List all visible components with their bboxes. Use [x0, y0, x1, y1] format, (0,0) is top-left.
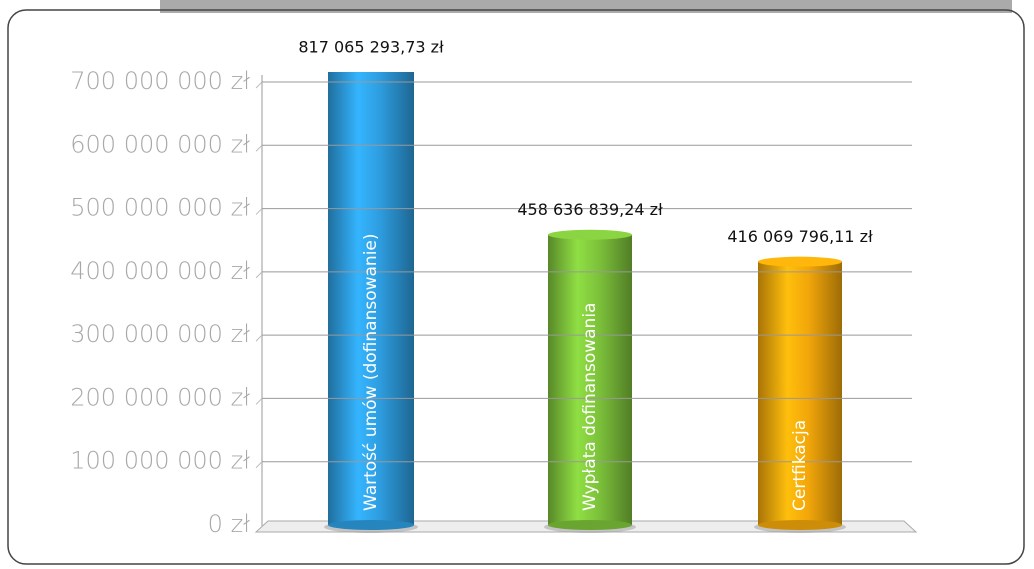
y-tick-label: 600 000 000 zł — [70, 130, 250, 158]
frame — [7, 9, 1025, 565]
y-tick-label: 200 000 000 zł — [70, 383, 250, 411]
y-tick-label: 300 000 000 zł — [70, 320, 250, 348]
y-tick-label: 0 zł — [208, 510, 250, 538]
bar-base — [548, 520, 632, 530]
value-label: 817 065 293,73 zł — [298, 38, 444, 57]
category-label: Certfikacja — [790, 420, 810, 511]
bar-base — [328, 520, 414, 530]
header-bar — [160, 0, 1012, 13]
category-label: Wypłata dofinansowania — [580, 303, 600, 511]
category-label: Wartość umów (dofinansowanie) — [361, 233, 381, 511]
y-tick-label: 700 000 000 zł — [70, 67, 250, 95]
bar-top — [548, 229, 632, 240]
y-tick-label: 100 000 000 zł — [70, 447, 250, 475]
bar — [758, 261, 842, 525]
bar — [548, 234, 632, 525]
value-label: 416 069 796,11 zł — [727, 227, 873, 246]
y-tick-label: 500 000 000 zł — [70, 194, 250, 222]
y-tick-label: 400 000 000 zł — [70, 257, 250, 285]
bar — [328, 72, 414, 526]
bar-top — [758, 256, 842, 267]
value-label: 458 636 839,24 zł — [517, 200, 663, 219]
bar-base — [758, 520, 842, 530]
